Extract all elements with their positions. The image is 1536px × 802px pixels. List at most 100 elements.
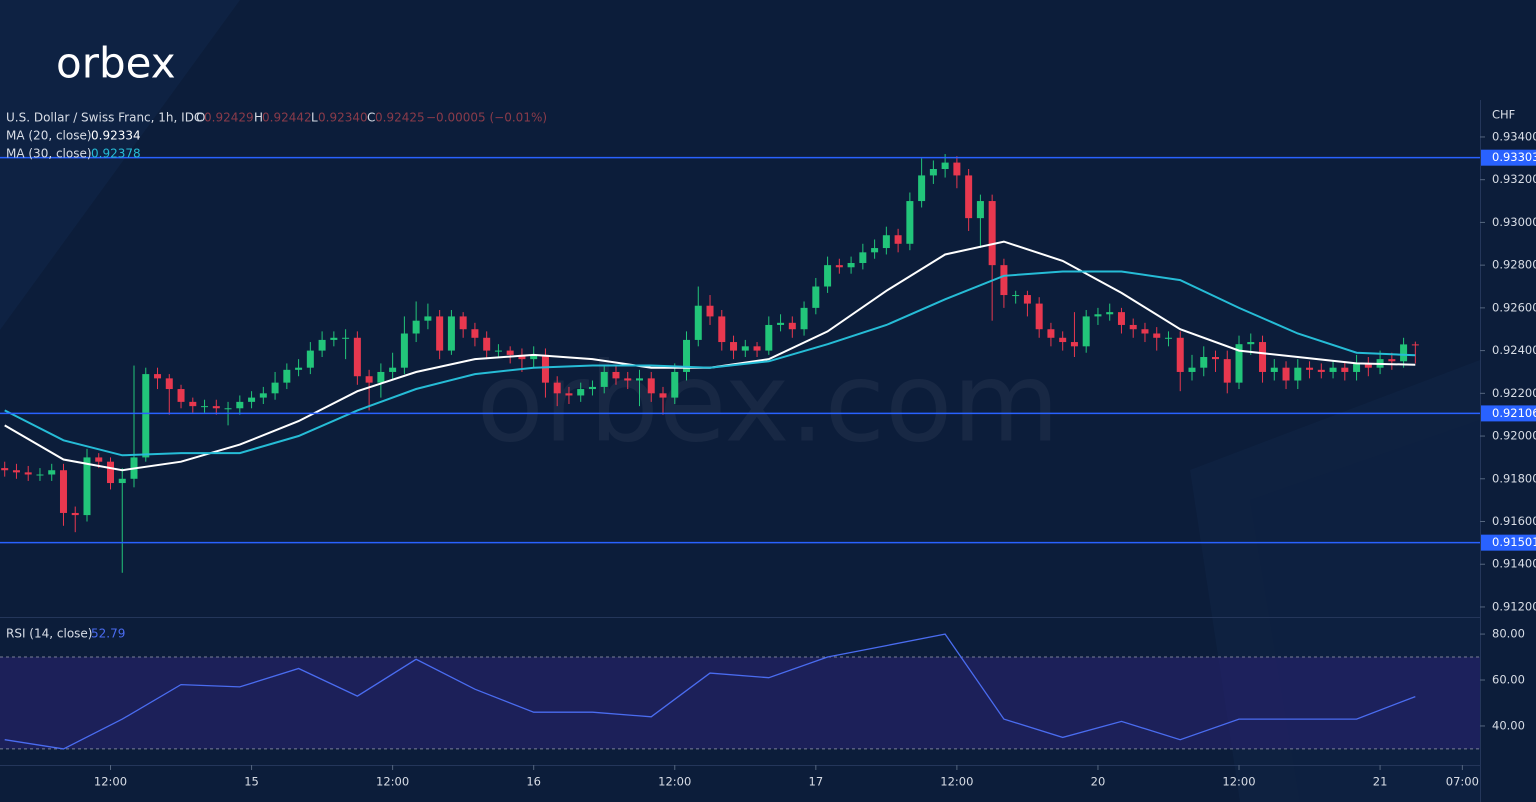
candle-body [165, 378, 173, 390]
y-tick-label: 0.92200 [1492, 386, 1536, 400]
candle-body [330, 337, 338, 340]
x-tick-label: 12:00 [1222, 775, 1255, 789]
candle-body [212, 406, 220, 409]
candle-body [1247, 342, 1255, 345]
y-tick-label: 0.93400 [1492, 129, 1536, 143]
level-label-box [1481, 405, 1536, 422]
ma-label: MA (30, close) [6, 147, 92, 161]
candle-body [95, 457, 103, 462]
candle-body [1353, 363, 1361, 372]
ohlc-value: 0.92340 [318, 111, 368, 125]
y-tick-label: 40.00 [1492, 718, 1525, 732]
ohlc-label: C [367, 111, 375, 125]
candle-body [283, 369, 291, 383]
level-label-box [1481, 534, 1536, 551]
x-tick-label: 07:00 [1446, 775, 1479, 789]
candle-body [494, 350, 502, 352]
level-label: 0.91501 [1492, 535, 1536, 549]
candle-body [1164, 337, 1172, 339]
candle-body [1317, 369, 1325, 372]
candle-body [765, 324, 773, 351]
candle-body [753, 346, 761, 351]
candle-body [918, 175, 926, 202]
chart-title: U.S. Dollar / Swiss Franc, 1h, IDC [6, 111, 202, 125]
candle-body [730, 342, 738, 351]
candle-body [553, 382, 561, 394]
candle-body [1212, 357, 1220, 360]
candle-body [342, 337, 350, 339]
candle-body [777, 322, 785, 325]
change: −0.00005 (−0.01%) [426, 111, 547, 125]
candle-body [1000, 265, 1008, 296]
candle-body [365, 376, 373, 383]
ohlc-label: O [196, 111, 205, 125]
candle-body [706, 305, 714, 317]
candle-body [71, 512, 79, 516]
candle-body [530, 354, 538, 360]
candle-body [812, 286, 820, 308]
candle-body [1259, 342, 1267, 372]
candle-body [518, 354, 526, 360]
candle-body [224, 408, 232, 410]
candle-body [1294, 367, 1302, 381]
y-tick-label: 0.91600 [1492, 514, 1536, 528]
candle-body [177, 389, 185, 402]
candle-body [941, 162, 949, 170]
candle-body [565, 393, 573, 396]
candle-body [83, 457, 91, 516]
candle-body [612, 371, 620, 379]
candle-body [635, 378, 643, 381]
candle-body [271, 382, 279, 394]
candle-body [118, 478, 126, 484]
candle-body [683, 339, 691, 372]
moving-average-line [4, 270, 1416, 457]
candle-body [871, 248, 879, 253]
candle-body [36, 474, 44, 476]
x-tick-label: 12:00 [940, 775, 973, 789]
y-tick-label: 0.92800 [1492, 258, 1536, 272]
candle-body [483, 337, 491, 351]
candle-body [659, 393, 667, 398]
candle-body [424, 316, 432, 321]
candle-body [1117, 312, 1125, 325]
candle-body [882, 235, 890, 249]
candle-body [824, 265, 832, 287]
candle-body [12, 470, 20, 473]
y-tick-label: 0.91200 [1492, 599, 1536, 613]
candle-body [1070, 342, 1078, 347]
candle-body [1270, 367, 1278, 372]
ohlc-label: H [254, 111, 263, 125]
candle-body [1235, 344, 1243, 383]
x-tick-label: 12:00 [94, 775, 127, 789]
candle-body [894, 235, 902, 244]
candle-body [1106, 312, 1114, 315]
candle-body [1129, 324, 1137, 330]
candle-body [154, 374, 162, 379]
candle-body [1059, 337, 1067, 343]
candle-body [142, 374, 150, 458]
candle-body [1023, 295, 1031, 304]
candle-body [741, 346, 749, 351]
candle-body [436, 316, 444, 351]
candle-body [412, 320, 420, 334]
candle-body [24, 472, 32, 475]
y-axis-label: CHF [1492, 108, 1515, 122]
candle-body [929, 169, 937, 176]
level-label: 0.92106 [1492, 406, 1536, 420]
candle-body [953, 162, 961, 176]
candle-body [906, 201, 914, 244]
ma-value: 0.92378 [91, 147, 141, 161]
candle-body [847, 263, 855, 268]
candle-body [377, 371, 385, 383]
candle-body [788, 322, 796, 330]
y-tick-label: 0.91400 [1492, 557, 1536, 571]
candle-body [1188, 367, 1196, 372]
logo: orbex [56, 39, 176, 88]
candle-body [1400, 344, 1408, 362]
candle-body [1, 468, 9, 471]
candle-body [48, 470, 56, 475]
level-label: 0.93303 [1492, 150, 1536, 164]
candle-body [447, 316, 455, 351]
